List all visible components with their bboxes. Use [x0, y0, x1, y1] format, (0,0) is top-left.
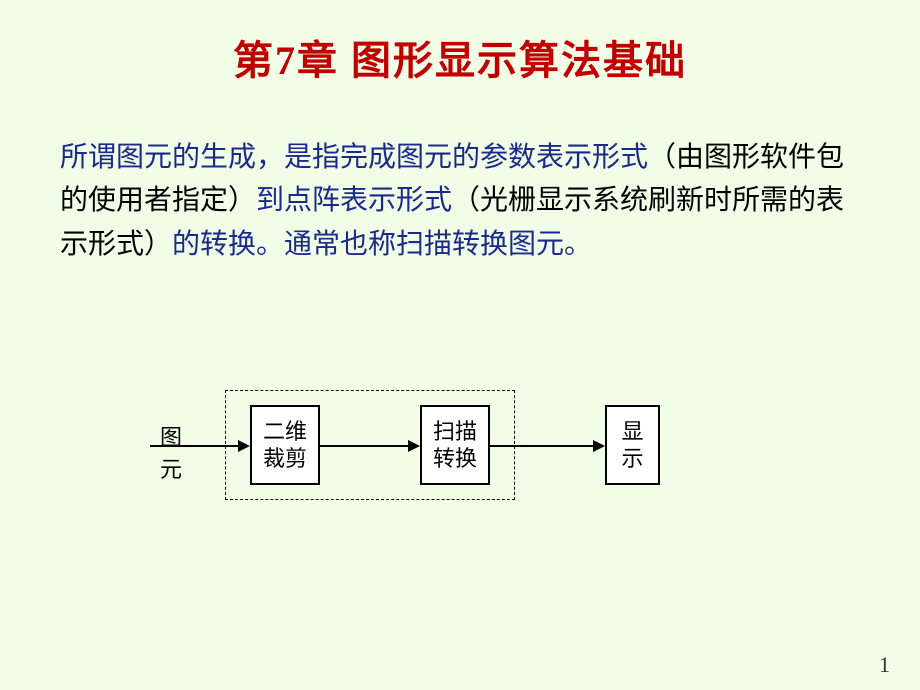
body-seg-3: 到点阵表示形式: [256, 185, 452, 216]
chapter-title: 第7章 图形显示算法基础: [0, 0, 920, 86]
arrow-1-head: [238, 440, 250, 452]
body-seg-5: 的转换。通常也称扫描转换图元。: [172, 229, 592, 260]
diagram-box-scan: 扫描 转换: [420, 405, 490, 485]
arrow-3-line: [490, 445, 593, 447]
page-number: 1: [879, 652, 890, 678]
arrow-2-line: [320, 445, 408, 447]
arrow-1-line: [150, 445, 238, 447]
arrow-3-head: [593, 440, 605, 452]
diagram-box-display: 显 示: [605, 405, 660, 485]
arrow-2-head: [408, 440, 420, 452]
body-paragraph: 所谓图元的生成，是指完成图元的参数表示形式（由图形软件包的使用者指定）到点阵表示…: [0, 86, 920, 266]
diagram-box-clip: 二维 裁剪: [250, 405, 320, 485]
diagram-input-label: 图元: [160, 420, 182, 484]
body-seg-1: 所谓图元的生成，是指完成图元的参数表示形式: [60, 142, 648, 173]
